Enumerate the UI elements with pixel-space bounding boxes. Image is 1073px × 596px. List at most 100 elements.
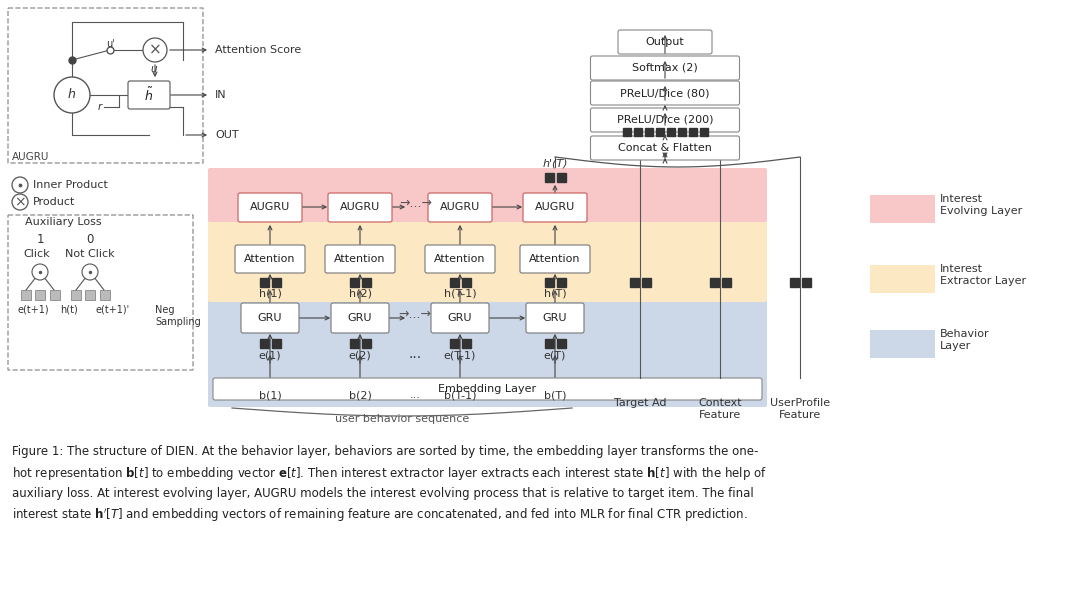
- Text: IN: IN: [215, 90, 226, 100]
- Text: b(1): b(1): [259, 390, 281, 400]
- FancyBboxPatch shape: [214, 378, 762, 400]
- FancyBboxPatch shape: [590, 108, 739, 132]
- Bar: [642, 278, 650, 287]
- Text: h: h: [68, 88, 76, 101]
- Text: Attention: Attention: [245, 254, 296, 264]
- Text: h'(T): h'(T): [542, 159, 568, 169]
- Text: h(T): h(T): [544, 288, 567, 298]
- Circle shape: [54, 77, 90, 113]
- Text: e(1): e(1): [259, 350, 281, 360]
- FancyBboxPatch shape: [8, 215, 193, 370]
- Text: 0: 0: [86, 233, 93, 246]
- Text: r: r: [98, 102, 102, 112]
- FancyBboxPatch shape: [208, 168, 767, 222]
- Text: →...→: →...→: [398, 308, 431, 321]
- FancyBboxPatch shape: [325, 245, 395, 273]
- Bar: [557, 172, 565, 182]
- Circle shape: [32, 264, 48, 280]
- Text: AUGRU: AUGRU: [534, 203, 575, 213]
- Bar: [645, 128, 652, 136]
- Text: e(T-1): e(T-1): [444, 350, 476, 360]
- Text: AUGRU: AUGRU: [440, 203, 480, 213]
- FancyBboxPatch shape: [870, 195, 935, 223]
- Text: Auxiliary Loss: Auxiliary Loss: [25, 217, 101, 227]
- Bar: [677, 128, 686, 136]
- Bar: [450, 339, 458, 347]
- Text: Attention: Attention: [435, 254, 486, 264]
- FancyBboxPatch shape: [238, 193, 302, 222]
- Bar: [50, 290, 60, 300]
- Text: GRU: GRU: [258, 313, 282, 323]
- Bar: [544, 339, 554, 347]
- Text: Neg
Sampling: Neg Sampling: [155, 305, 201, 327]
- Text: h(1): h(1): [259, 288, 281, 298]
- Text: user behavior sequence: user behavior sequence: [335, 414, 469, 424]
- Bar: [633, 128, 642, 136]
- Text: GRU: GRU: [543, 313, 568, 323]
- Text: AUGRU: AUGRU: [340, 203, 380, 213]
- FancyBboxPatch shape: [526, 303, 584, 333]
- Text: h(2): h(2): [349, 288, 371, 298]
- Text: Behavior
Layer: Behavior Layer: [940, 329, 989, 351]
- Text: 1: 1: [36, 233, 44, 246]
- Text: e(T): e(T): [544, 350, 567, 360]
- FancyBboxPatch shape: [128, 81, 170, 109]
- Bar: [557, 339, 565, 347]
- Bar: [260, 339, 268, 347]
- Text: Figure 1: The structure of DIEN. At the behavior layer, behaviors are sorted by : Figure 1: The structure of DIEN. At the …: [12, 445, 767, 524]
- Bar: [700, 128, 707, 136]
- Bar: [790, 278, 798, 287]
- Text: PReLU/Dice (200): PReLU/Dice (200): [617, 115, 714, 125]
- Text: UserProfile
Feature: UserProfile Feature: [770, 398, 831, 420]
- Text: b(T-1): b(T-1): [444, 390, 476, 400]
- Bar: [85, 290, 95, 300]
- Circle shape: [143, 38, 167, 62]
- Text: Attention Score: Attention Score: [215, 45, 302, 55]
- Text: ×: ×: [14, 195, 26, 209]
- Text: Inner Product: Inner Product: [33, 180, 108, 190]
- Text: Output: Output: [646, 37, 685, 47]
- Text: e(t+1)': e(t+1)': [95, 304, 129, 314]
- Bar: [709, 278, 719, 287]
- Bar: [362, 339, 370, 347]
- Text: Target Ad: Target Ad: [614, 398, 666, 408]
- Text: Context
Feature: Context Feature: [699, 398, 741, 420]
- Text: Embedding Layer: Embedding Layer: [439, 384, 536, 394]
- FancyBboxPatch shape: [431, 303, 489, 333]
- Bar: [271, 278, 280, 287]
- Text: ...: ...: [410, 390, 421, 400]
- FancyBboxPatch shape: [870, 330, 935, 358]
- FancyBboxPatch shape: [523, 193, 587, 222]
- Text: u': u': [106, 39, 115, 49]
- FancyBboxPatch shape: [241, 303, 299, 333]
- Bar: [260, 278, 268, 287]
- Text: Product: Product: [33, 197, 75, 207]
- Text: ×: ×: [149, 42, 161, 57]
- Bar: [362, 278, 370, 287]
- FancyBboxPatch shape: [590, 81, 739, 105]
- Circle shape: [82, 264, 98, 280]
- Bar: [656, 128, 663, 136]
- FancyBboxPatch shape: [520, 245, 590, 273]
- Text: Concat & Flatten: Concat & Flatten: [618, 143, 712, 153]
- Text: e(t+1): e(t+1): [17, 304, 48, 314]
- FancyBboxPatch shape: [208, 298, 767, 407]
- Bar: [666, 128, 675, 136]
- FancyBboxPatch shape: [235, 245, 305, 273]
- FancyBboxPatch shape: [590, 56, 739, 80]
- FancyBboxPatch shape: [208, 218, 767, 302]
- Text: Attention: Attention: [529, 254, 580, 264]
- Bar: [630, 278, 638, 287]
- Bar: [350, 339, 358, 347]
- FancyBboxPatch shape: [425, 245, 495, 273]
- Text: e(2): e(2): [349, 350, 371, 360]
- Bar: [461, 339, 470, 347]
- Circle shape: [12, 194, 28, 210]
- Text: u: u: [150, 64, 157, 74]
- Bar: [721, 278, 731, 287]
- Text: OUT: OUT: [215, 130, 238, 140]
- Bar: [450, 278, 458, 287]
- Text: Click: Click: [24, 249, 50, 259]
- Text: b(2): b(2): [349, 390, 371, 400]
- Bar: [35, 290, 45, 300]
